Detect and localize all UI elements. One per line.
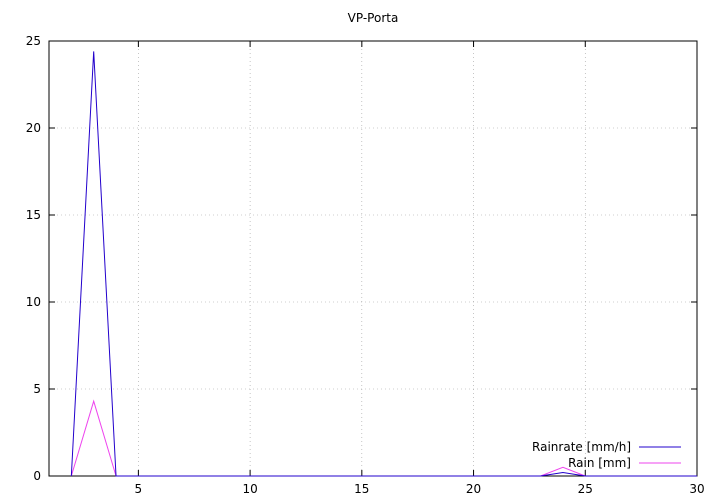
grid: [49, 41, 697, 476]
series-line-0: [70, 51, 697, 477]
y-tick-label: 5: [33, 382, 41, 396]
legend-label-0: Rainrate [mm/h]: [532, 440, 631, 454]
x-tick-label: 15: [354, 482, 369, 496]
y-tick-label: 25: [26, 34, 41, 48]
y-tick-label: 20: [26, 121, 41, 135]
y-tick-label: 10: [26, 295, 41, 309]
y-tick-label: 0: [33, 469, 41, 483]
chart-title: VP-Porta: [348, 11, 399, 25]
series-lines: [70, 51, 697, 477]
x-tick-label: 30: [689, 482, 704, 496]
axis-ticks: 5 10 15 20 25 30 0 5 10 15 20 25: [26, 34, 705, 496]
x-tick-label: 10: [242, 482, 257, 496]
x-tick-label: 25: [578, 482, 593, 496]
x-tick-label: 20: [466, 482, 481, 496]
y-tick-label: 15: [26, 208, 41, 222]
legend-label-1: Rain [mm]: [568, 456, 631, 470]
legend: Rainrate [mm/h] Rain [mm]: [532, 440, 681, 470]
x-tick-label: 5: [135, 482, 143, 496]
